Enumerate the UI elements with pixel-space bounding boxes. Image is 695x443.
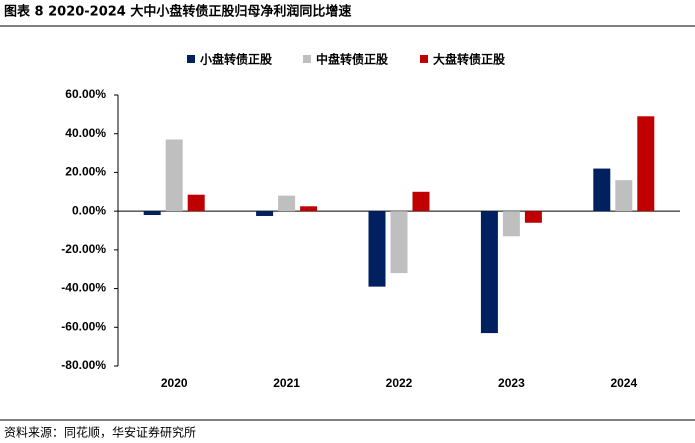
x-tick-label: 2021 [273, 376, 300, 390]
bar [593, 168, 611, 212]
bar [502, 211, 520, 237]
bar [412, 191, 430, 212]
bar [187, 194, 205, 212]
bar [480, 211, 498, 334]
x-tick-label: 2023 [498, 376, 525, 390]
y-tick-label: 40.00% [65, 126, 106, 140]
bar [615, 180, 633, 212]
legend-swatch [303, 55, 311, 63]
legend-label: 中盘转债正股 [316, 52, 389, 67]
bar [300, 206, 318, 212]
bar [390, 211, 408, 274]
y-tick-label: 0.00% [72, 203, 106, 217]
legend-label: 大盘转债正股 [433, 52, 506, 67]
source-note: 资料来源：同花顺，华安证券研究所 [4, 425, 196, 440]
bar [256, 211, 274, 216]
x-tick-label: 2024 [610, 376, 637, 390]
y-tick-label: -40.00% [61, 281, 106, 295]
y-tick-label: -80.00% [61, 358, 106, 372]
legend-label: 小盘转债正股 [200, 52, 273, 67]
bar [165, 139, 183, 212]
chart-title: 图表 8 2020-2024 大中小盘转债正股归母净利润同比增速 [4, 4, 351, 20]
y-tick-label: 60.00% [65, 87, 106, 101]
y-tick-label: -20.00% [61, 242, 106, 256]
x-tick-label: 2020 [161, 376, 188, 390]
bar [278, 195, 296, 212]
x-tick-label: 2022 [386, 376, 413, 390]
legend-swatch [420, 55, 428, 63]
bar [368, 211, 386, 287]
y-tick-label: -60.00% [61, 319, 106, 333]
y-tick-label: 20.00% [65, 165, 106, 179]
bar [637, 116, 655, 212]
bar [143, 211, 161, 216]
bar [524, 211, 542, 223]
legend-swatch [187, 55, 195, 63]
